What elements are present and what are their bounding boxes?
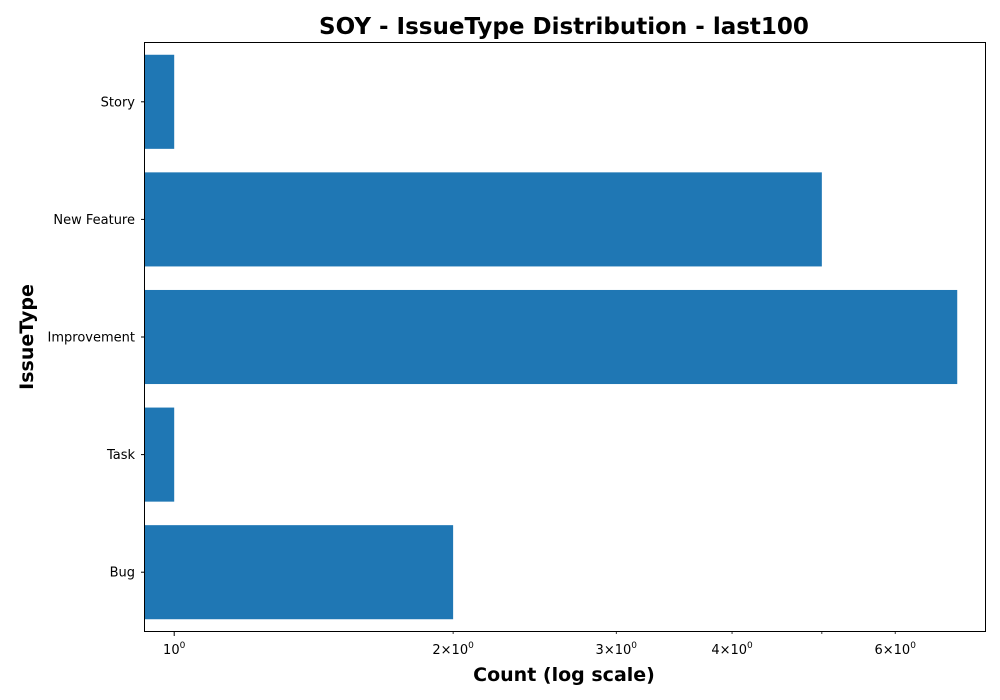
y-tick-label: Improvement	[48, 331, 135, 346]
y-tick-label: Bug	[110, 566, 135, 581]
x-tick-label: 4×100	[711, 641, 753, 658]
bars-group	[145, 54, 958, 620]
x-tick-label: 100	[163, 641, 186, 658]
x-ticks-group: 100 2×100 3×100 4×100 6×100	[163, 631, 916, 658]
y-tick-label: New Feature	[53, 213, 135, 228]
y-ticks-group: Bug Task Improvement New Feature Story	[48, 95, 145, 581]
y-tick-label: Story	[101, 95, 136, 110]
x-tick-label: 6×100	[874, 641, 916, 658]
chart-title: SOY - IssueType Distribution - last100	[319, 14, 809, 40]
x-tick-label: 3×100	[596, 641, 638, 658]
bar-improvement	[145, 289, 958, 385]
bar-story	[145, 54, 175, 149]
plot-frame	[144, 42, 986, 632]
y-tick-label: Task	[106, 448, 136, 463]
y-axis-label: IssueType	[16, 284, 38, 390]
bar-new-feature	[145, 172, 822, 267]
bar-bug	[145, 525, 454, 620]
x-tick-label: 2×100	[432, 641, 474, 658]
bar-task	[145, 407, 175, 502]
x-axis-label: Count (log scale)	[473, 664, 655, 686]
